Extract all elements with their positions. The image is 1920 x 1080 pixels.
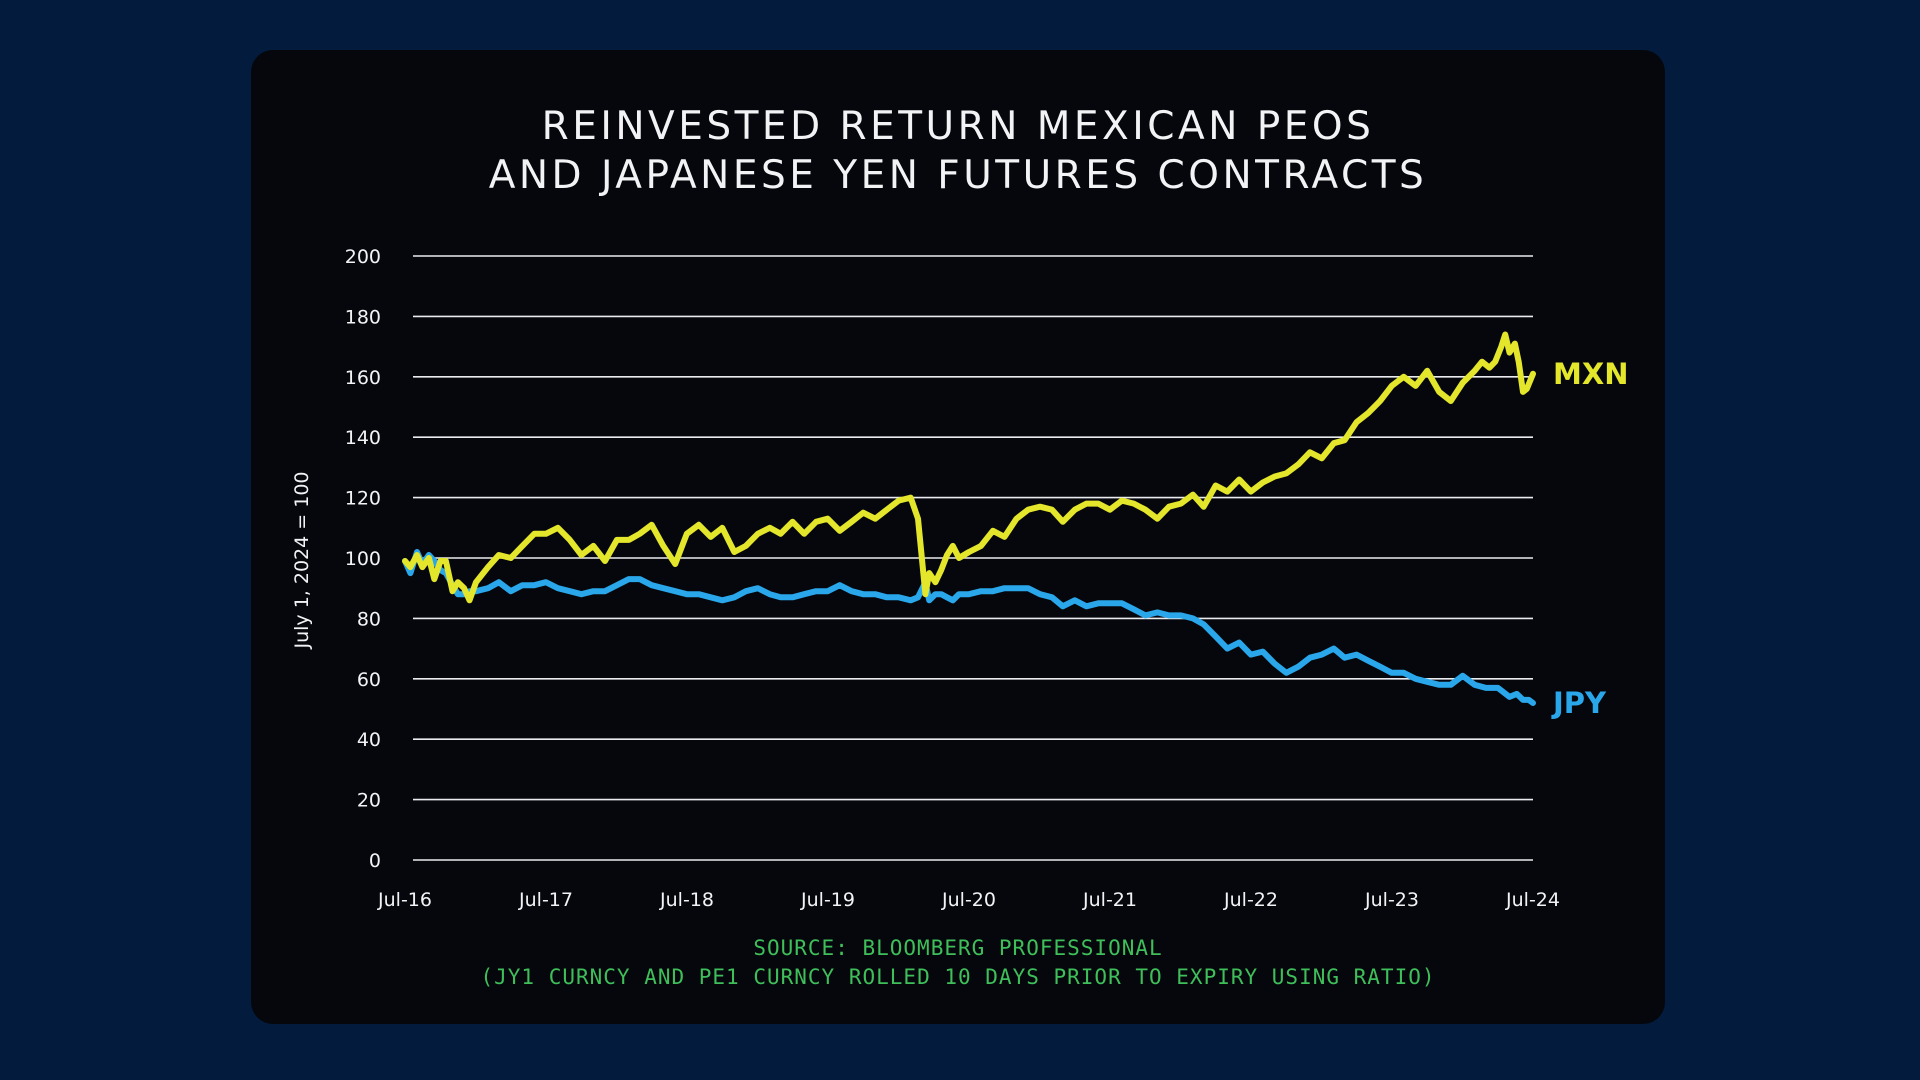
chart-title-line-2: AND JAPANESE YEN FUTURES CONTRACTS (488, 153, 1428, 198)
x-tick-label: Jul-17 (518, 889, 573, 911)
series-line-mxn (402, 331, 1536, 604)
y-tick-label: 120 (345, 488, 381, 510)
y-axis-ticks: 0 20 40 60 80 100 120 140 160 180 200 (345, 246, 381, 872)
series-label-mxn: MXN (1553, 357, 1629, 391)
source-line-1: SOURCE: BLOOMBERG PROFESSIONAL (753, 936, 1163, 960)
y-tick-label: 160 (345, 367, 381, 389)
series-lines (402, 331, 1536, 706)
y-axis-label: July 1, 2024 = 100 (291, 472, 313, 650)
y-tick-label: 60 (357, 669, 381, 691)
x-tick-label: Jul-23 (1364, 889, 1419, 911)
x-axis-ticks: Jul-16 Jul-17 Jul-18 Jul-19 Jul-20 Jul-21 Jul-… (377, 889, 1560, 911)
y-tick-label: 200 (345, 246, 381, 268)
y-tick-label: 20 (357, 790, 381, 812)
x-tick-label: Jul-22 (1223, 889, 1278, 911)
series-labels: JPY MXN (1551, 357, 1629, 720)
y-tick-label: 0 (369, 850, 381, 872)
x-tick-label: Jul-19 (800, 889, 855, 911)
y-tick-label: 180 (345, 306, 381, 328)
y-tick-label: 80 (357, 608, 381, 630)
x-tick-label: Jul-18 (659, 889, 714, 911)
x-tick-label: Jul-21 (1082, 889, 1137, 911)
y-tick-label: 140 (345, 427, 381, 449)
source-line-2: (JY1 CURNCY AND PE1 CURNCY ROLLED 10 DAY… (480, 965, 1436, 989)
series-line-jpy (402, 549, 1536, 706)
chart-card: REINVESTED RETURN MEXICAN PEOS AND JAPAN… (251, 50, 1665, 1024)
x-tick-label: Jul-20 (941, 889, 996, 911)
line-chart: 0 20 40 60 80 100 120 140 160 180 200 Jul-16 Jul-17… (291, 246, 1629, 911)
gridlines (413, 255, 1533, 861)
x-tick-label: Jul-24 (1505, 889, 1560, 911)
x-tick-label: Jul-16 (377, 889, 432, 911)
chart-title-line-1: REINVESTED RETURN MEXICAN PEOS (541, 104, 1375, 149)
y-tick-label: 40 (357, 729, 381, 751)
series-label-jpy: JPY (1551, 686, 1607, 720)
y-tick-label: 100 (345, 548, 381, 570)
source-note: SOURCE: BLOOMBERG PROFESSIONAL (JY1 CURN… (251, 934, 1665, 992)
chart-title: REINVESTED RETURN MEXICAN PEOS AND JAPAN… (251, 102, 1665, 200)
